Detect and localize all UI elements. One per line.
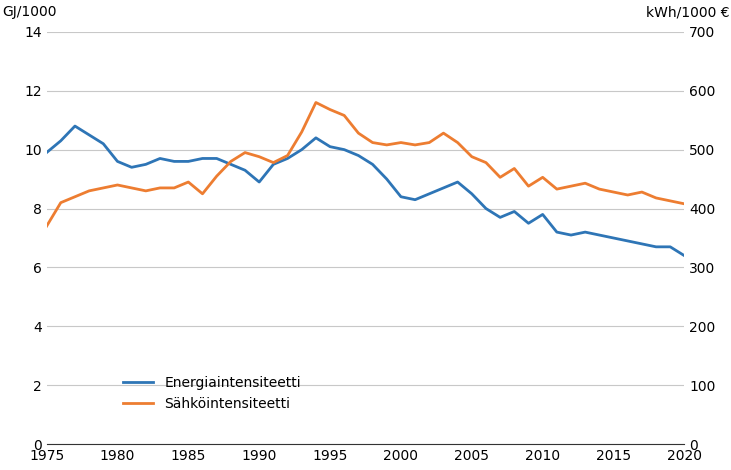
Energiaintensiteetti [340,147,349,152]
Sähköintensiteetti [524,183,533,189]
Energiaintensiteetti [311,135,320,141]
Sähköintensiteetti [354,130,363,136]
Sähköintensiteetti [439,130,448,136]
Energiaintensiteetti [326,144,335,149]
Energiaintensiteetti [467,191,476,196]
Sähköintensiteetti [56,200,65,205]
Energiaintensiteetti [510,209,519,214]
Sähköintensiteetti [156,185,164,191]
Energiaintensiteetti [212,156,221,161]
Sähköintensiteetti [99,185,107,191]
Sähköintensiteetti [113,182,122,188]
Sähköintensiteetti [340,113,349,118]
Sähköintensiteetti [467,154,476,159]
Sähköintensiteetti [170,185,178,191]
Sähköintensiteetti [453,140,462,145]
Sähköintensiteetti [326,107,335,112]
Energiaintensiteetti [56,138,65,144]
Energiaintensiteetti [85,132,94,138]
Sähköintensiteetti [42,223,51,229]
Energiaintensiteetti [269,162,278,167]
Sähköintensiteetti [198,191,207,196]
Sähköintensiteetti [595,186,604,192]
Energiaintensiteetti [156,156,164,161]
Energiaintensiteetti [382,176,391,182]
Energiaintensiteetti [496,215,504,220]
Sähköintensiteetti [637,189,646,195]
Line: Energiaintensiteetti: Energiaintensiteetti [47,126,684,256]
Energiaintensiteetti [680,253,689,258]
Energiaintensiteetti [482,206,491,212]
Sähköintensiteetti [283,153,292,158]
Energiaintensiteetti [283,156,292,161]
Energiaintensiteetti [227,162,235,167]
Energiaintensiteetti [651,244,660,250]
Sähköintensiteetti [482,160,491,165]
Energiaintensiteetti [624,238,632,244]
Sähköintensiteetti [411,142,420,148]
Energiaintensiteetti [298,147,306,152]
Text: kWh/1000 €: kWh/1000 € [645,6,729,19]
Sähköintensiteetti [510,165,519,171]
Sähköintensiteetti [127,185,136,191]
Energiaintensiteetti [425,191,433,196]
Sähköintensiteetti [382,142,391,148]
Sähköintensiteetti [184,179,193,185]
Energiaintensiteetti [113,158,122,164]
Energiaintensiteetti [411,197,420,203]
Energiaintensiteetti [127,164,136,170]
Sähköintensiteetti [255,154,264,159]
Energiaintensiteetti [42,150,51,156]
Sähköintensiteetti [396,140,405,145]
Energiaintensiteetti [184,158,193,164]
Sähköintensiteetti [227,158,235,164]
Energiaintensiteetti [637,241,646,247]
Sähköintensiteetti [553,186,561,192]
Sähköintensiteetti [538,174,547,180]
Text: GJ/1000: GJ/1000 [2,6,56,19]
Energiaintensiteetti [71,123,80,129]
Sähköintensiteetti [85,188,94,194]
Energiaintensiteetti [198,156,207,161]
Energiaintensiteetti [396,194,405,200]
Energiaintensiteetti [609,235,618,241]
Energiaintensiteetti [666,244,675,250]
Energiaintensiteetti [170,158,178,164]
Energiaintensiteetti [255,179,264,185]
Energiaintensiteetti [553,229,561,235]
Energiaintensiteetti [354,153,363,158]
Energiaintensiteetti [453,179,462,185]
Line: Sähköintensiteetti: Sähköintensiteetti [47,102,684,226]
Sähköintensiteetti [425,140,433,145]
Energiaintensiteetti [240,167,249,173]
Sähköintensiteetti [581,180,590,186]
Energiaintensiteetti [524,220,533,226]
Sähköintensiteetti [624,192,632,198]
Sähköintensiteetti [71,194,80,200]
Sähköintensiteetti [609,189,618,195]
Sähköintensiteetti [666,198,675,204]
Sähköintensiteetti [298,129,306,135]
Sähköintensiteetti [567,183,575,189]
Sähköintensiteetti [680,201,689,207]
Sähköintensiteetti [240,150,249,156]
Energiaintensiteetti [567,232,575,238]
Sähköintensiteetti [368,140,377,145]
Energiaintensiteetti [439,185,448,191]
Energiaintensiteetti [538,212,547,217]
Energiaintensiteetti [581,229,590,235]
Energiaintensiteetti [99,141,107,147]
Energiaintensiteetti [595,232,604,238]
Energiaintensiteetti [141,162,150,167]
Energiaintensiteetti [368,162,377,167]
Sähköintensiteetti [496,174,504,180]
Sähköintensiteetti [651,195,660,201]
Sähköintensiteetti [212,173,221,179]
Sähköintensiteetti [141,188,150,194]
Sähköintensiteetti [311,100,320,105]
Sähköintensiteetti [269,160,278,165]
Legend: Energiaintensiteetti, Sähköintensiteetti: Energiaintensiteetti, Sähköintensiteetti [117,370,307,416]
